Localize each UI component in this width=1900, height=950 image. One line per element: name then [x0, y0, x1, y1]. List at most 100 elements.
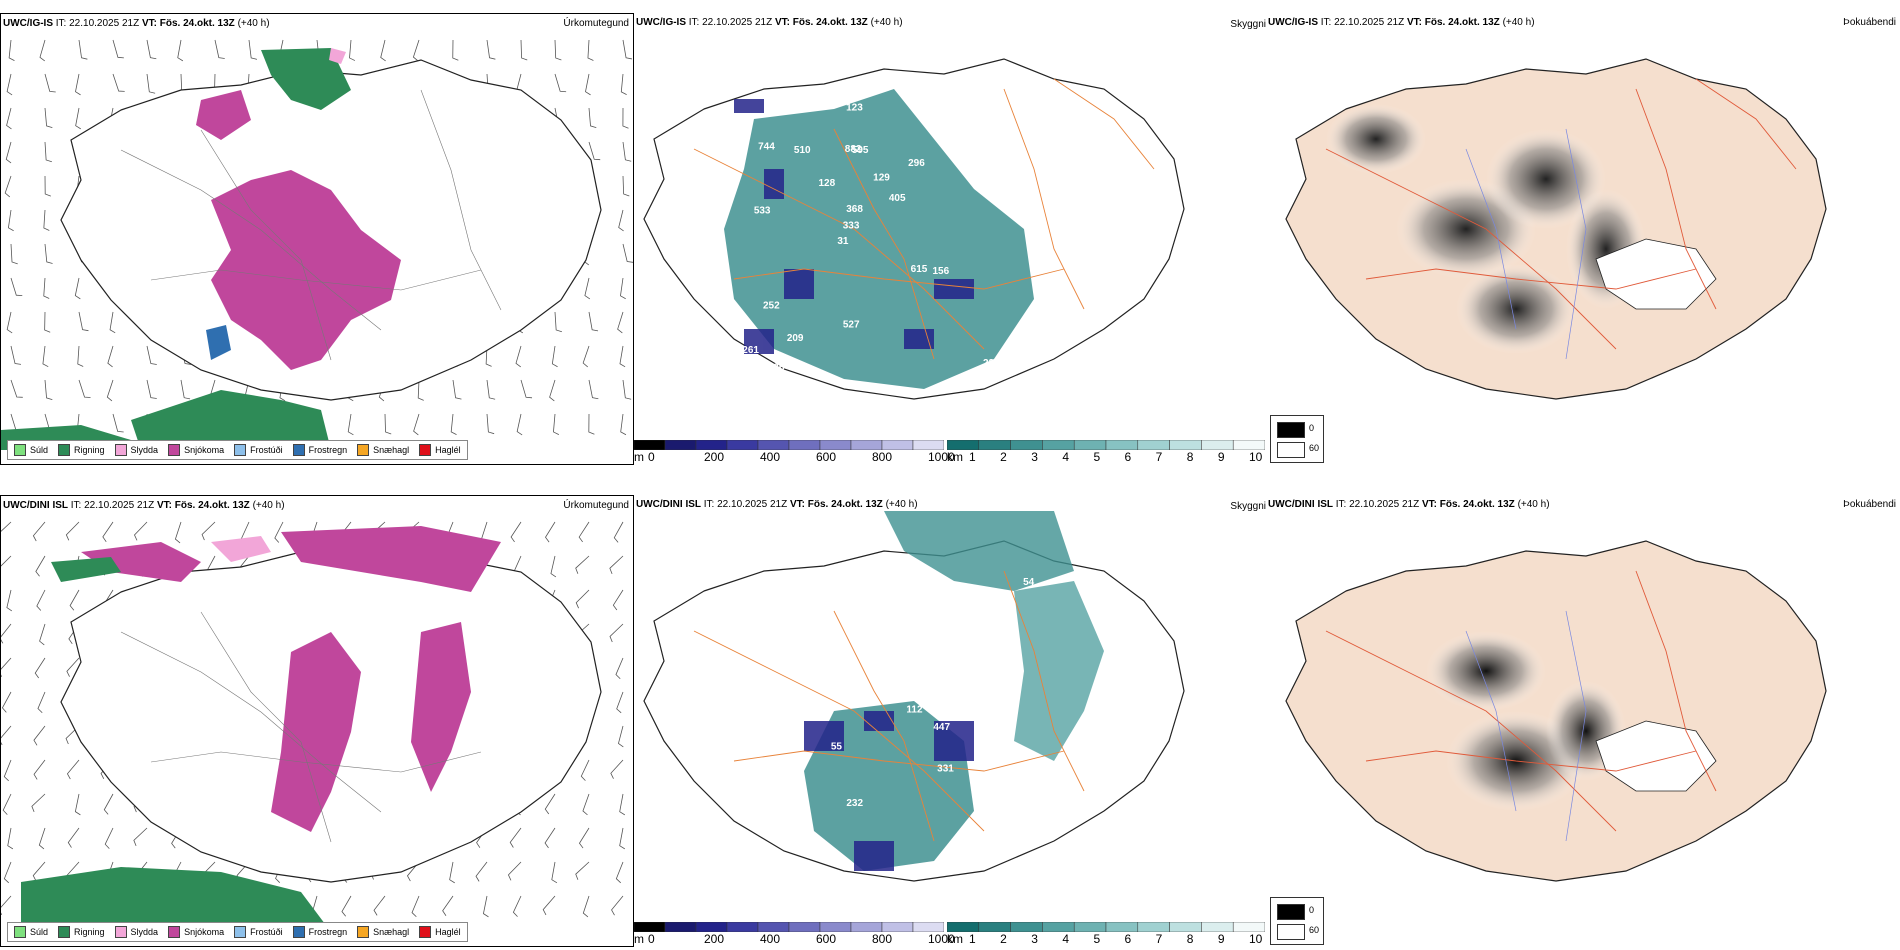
- wind-barb: [274, 521, 284, 543]
- legend-item: Haglél: [419, 444, 461, 456]
- colorbar-cell: [1232, 922, 1265, 932]
- fog-legend-label: 60: [1309, 925, 1320, 935]
- wind-barb: [1, 623, 12, 644]
- colorbar-tick-label: 800: [872, 932, 893, 946]
- fog-legend-label: 60: [1309, 443, 1320, 453]
- ceiling-value-label: 126: [768, 362, 785, 373]
- legend-item: Snæhagl: [357, 444, 409, 456]
- wind-barb: [75, 107, 81, 130]
- visibility-colorbar: km 1 2 3 4 5 6 7 8 9 10: [947, 440, 1265, 464]
- wind-barb: [1, 657, 12, 677]
- ceiling-visibility-panel-top: UWC/IG-IS IT: 22.10.2025 21Z VT: Fös. 24…: [634, 13, 1266, 465]
- wind-barb: [44, 175, 51, 197]
- rain-area-nw: [51, 557, 121, 582]
- ceiling-map-top: 232 533 108 31 296 126 882 129 252 128 261 209 595 40…: [643, 58, 1185, 400]
- colorbar-cell: [664, 922, 697, 932]
- colorbar-tick-label: 7: [1155, 932, 1163, 946]
- wind-barb: [10, 243, 18, 265]
- wind-barb: [1, 521, 12, 532]
- wind-barb: [38, 827, 46, 850]
- colorbar-cell: [634, 922, 666, 932]
- wind-barb: [8, 39, 15, 62]
- ceiling-value-label: 447: [933, 722, 950, 733]
- wind-barb: [618, 725, 624, 748]
- colorbar-cell: [1010, 922, 1043, 932]
- colorbar-cells: [634, 440, 944, 450]
- wind-barb: [582, 345, 590, 368]
- colorbar-tick-label: 1000: [928, 450, 955, 464]
- colorbar-cell: [1042, 922, 1075, 932]
- colorbar-cell: [1232, 440, 1265, 450]
- wind-barb: [35, 555, 46, 577]
- ceiling-value-label: 78: [958, 636, 970, 647]
- colorbar-cell: [850, 440, 883, 450]
- wind-barb: [7, 209, 14, 232]
- wind-barb: [37, 691, 46, 714]
- fog-legend-label: 0: [1309, 423, 1315, 433]
- wind-barb: [542, 895, 556, 916]
- wind-barb: [78, 311, 89, 332]
- fog-legend-swatch: [1277, 904, 1305, 920]
- legend-item: Snæhagl: [357, 926, 409, 938]
- wind-barb: [554, 39, 562, 61]
- wind-barb: [44, 379, 53, 400]
- colorbar-cell: [912, 922, 944, 932]
- colorbar-tick-label: 200: [704, 450, 725, 464]
- colorbar-unit: km: [947, 450, 963, 464]
- panel-title: UWC/IG-IS IT: 22.10.2025 21Z VT: Fös. 24…: [3, 18, 270, 29]
- colorbar-tick-label: 8: [1186, 450, 1194, 464]
- precip-legend: Súld Rigning Slydda Snjókoma Frostúði Fr…: [7, 922, 468, 942]
- sleet-area: [329, 48, 346, 64]
- wind-barb: [77, 345, 84, 367]
- wind-barb: [74, 277, 81, 300]
- ceiling-value-label: 55: [831, 742, 843, 753]
- colorbar-tick-label: 400: [760, 932, 781, 946]
- colorbar-tick-label: 0: [648, 450, 655, 464]
- legend-item: Frostúði: [234, 444, 283, 456]
- road-network: [693, 570, 1085, 842]
- colorbar-cell: [978, 440, 1011, 450]
- wind-barb: [112, 73, 125, 92]
- wind-barb: [406, 861, 420, 882]
- wind-barb: [5, 141, 12, 164]
- panel-title: UWC/IG-IS IT: 22.10.2025 21Z VT: Fös. 24…: [1268, 17, 1535, 28]
- ceiling-value-label: 331: [937, 763, 954, 774]
- wind-barb: [109, 311, 116, 334]
- wind-barb: [201, 521, 216, 541]
- wind-barb: [622, 175, 630, 197]
- colorbar-tick-label: 800: [872, 450, 893, 464]
- colorbar-tick-label: 5: [1093, 450, 1101, 464]
- wind-barb: [582, 793, 590, 816]
- ceiling-value-label: 205: [909, 635, 926, 646]
- ceiling-value-label: 195: [987, 171, 1004, 182]
- colorbar-tick-label: 7: [1155, 450, 1163, 464]
- colorbar-cells: [947, 922, 1265, 932]
- panel-title: UWC/IG-IS IT: 22.10.2025 21Z VT: Fös. 24…: [636, 17, 903, 28]
- precip-type-panel-bottom: UWC/DINI ISL IT: 22.10.2025 21Z VT: Fös.…: [0, 495, 634, 947]
- wind-barb: [177, 39, 184, 62]
- wind-barb: [516, 413, 523, 436]
- ceiling-value-label: 527: [843, 320, 860, 331]
- wind-barb: [612, 589, 624, 611]
- wind-barb: [174, 521, 182, 544]
- legend-item: Frostregn: [292, 926, 347, 938]
- wind-barb: [146, 379, 157, 399]
- wind-barb: [4, 175, 12, 198]
- ceiling-value-label: 209: [787, 333, 804, 344]
- rivers: [1465, 128, 1587, 360]
- colorbar-cell: [1137, 440, 1170, 450]
- wind-barb: [104, 827, 114, 849]
- low-visibility-area-east: [1014, 581, 1104, 761]
- wind-barb: [39, 623, 46, 646]
- snow-area: [211, 170, 401, 370]
- panel-parameter-label: Þokuábendi: [1843, 17, 1896, 28]
- wind-barb: [550, 555, 557, 578]
- legend-swatch: [292, 926, 305, 938]
- wind-barb: [103, 793, 114, 815]
- wind-barb: [545, 521, 556, 543]
- wind-barb: [43, 209, 50, 231]
- wind-barb: [620, 277, 626, 300]
- legend-item: Snjókoma: [168, 926, 224, 938]
- wind-barb: [7, 827, 14, 850]
- legend-item: Haglél: [419, 926, 461, 938]
